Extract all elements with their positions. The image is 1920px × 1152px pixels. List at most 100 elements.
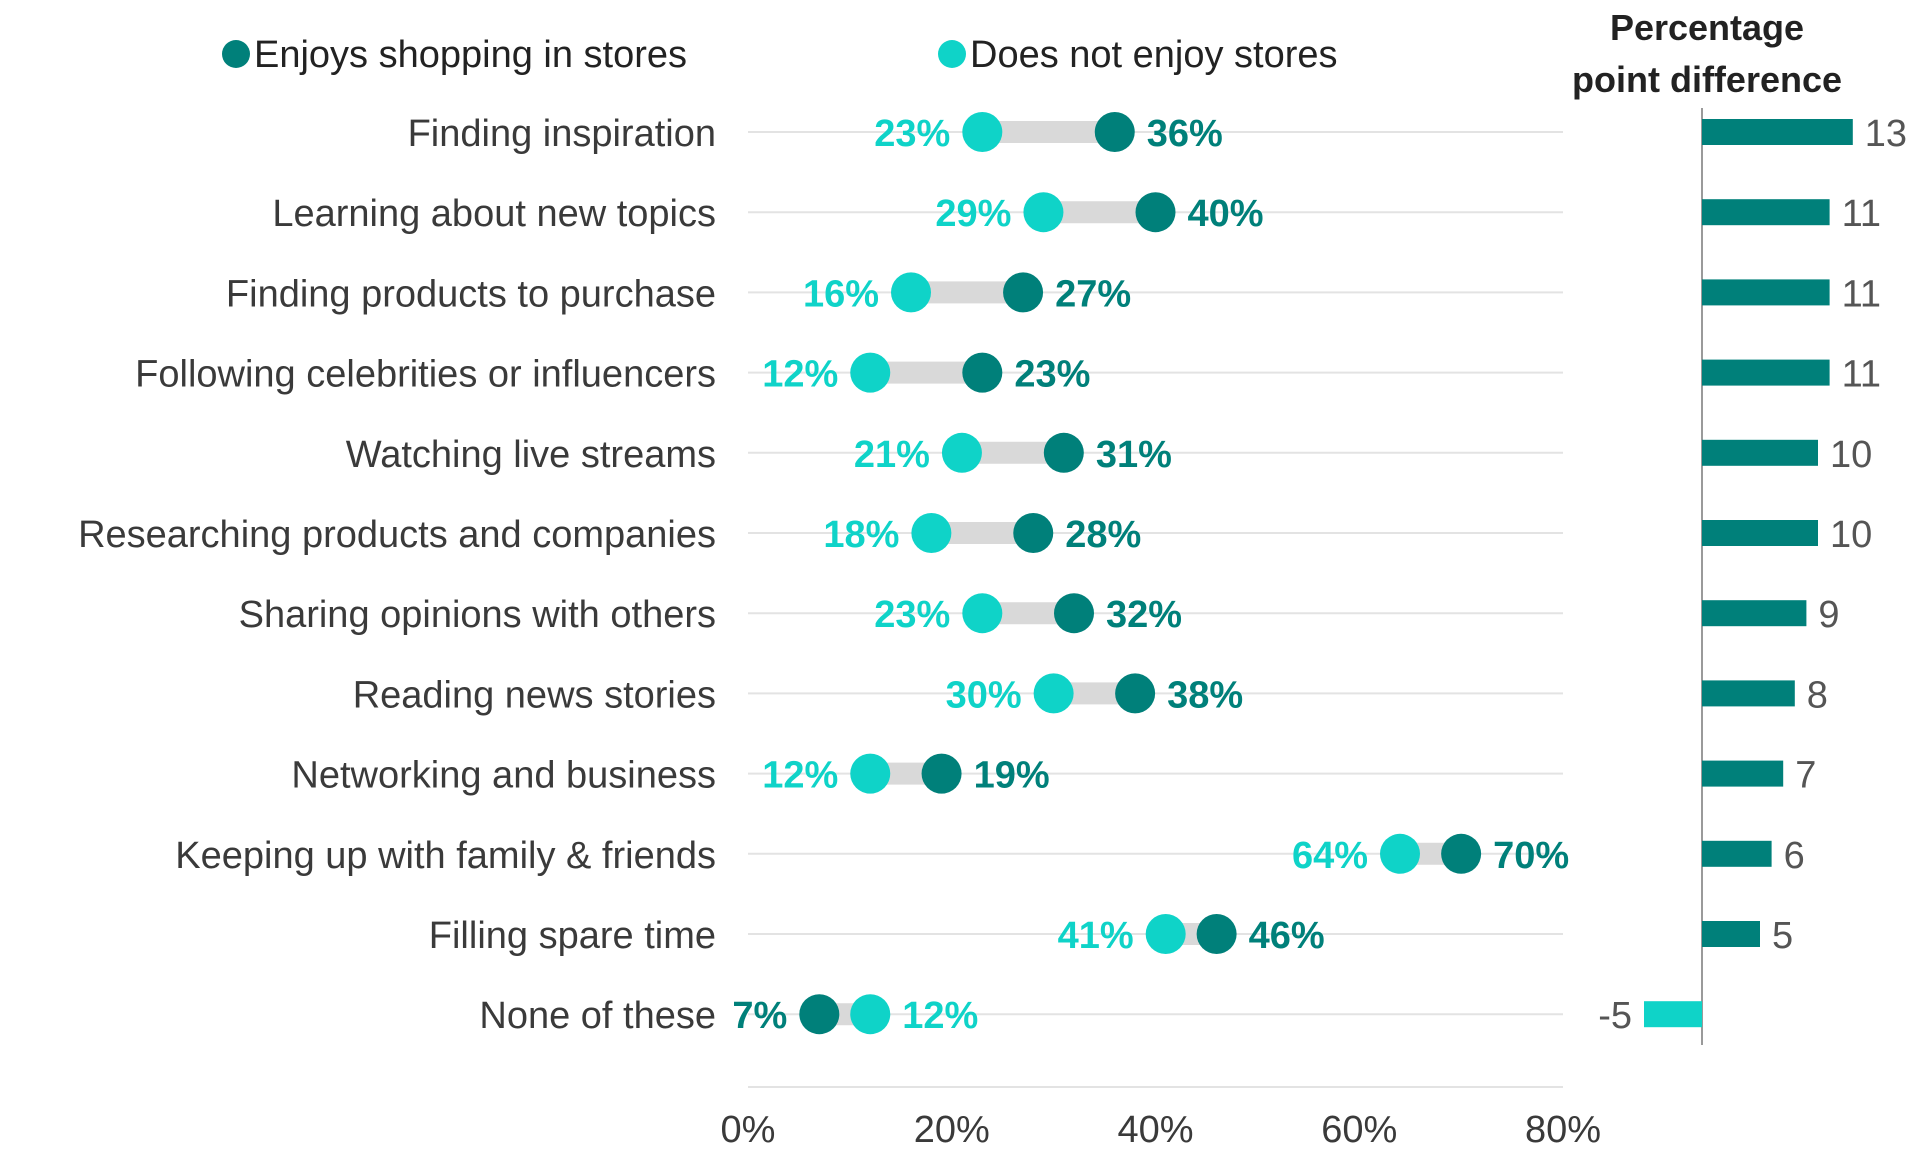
dot-not-enjoy: [850, 352, 891, 393]
row-1: Learning about new topics 29% 40%: [272, 192, 1264, 235]
row-6: Sharing opinions with others 23% 32%: [239, 593, 1182, 636]
value-label-enjoys: 28%: [1065, 514, 1141, 556]
row-9: Keeping up with family & friends 64% 70%: [175, 833, 1569, 877]
value-label-not-enjoy: 21%: [854, 434, 930, 476]
dot-not-enjoy: [962, 593, 1003, 634]
difference-bar: [1702, 840, 1772, 867]
dot-not-enjoy: [941, 432, 982, 473]
value-label-enjoys: 31%: [1096, 434, 1172, 476]
dot-enjoys: [1054, 593, 1094, 634]
dot-enjoys: [1196, 914, 1237, 954]
x-tick-label: 0%: [721, 1109, 776, 1151]
category-label: Filling spare time: [429, 915, 716, 957]
value-label-enjoys: 27%: [1055, 273, 1131, 315]
difference-bar: [1702, 520, 1818, 546]
value-label-not-enjoy: 23%: [874, 594, 950, 636]
category-label: Networking and business: [291, 755, 716, 797]
difference-panel: Percentage point difference 13 11 11 11 10 10 9 8…: [1572, 7, 1907, 1045]
difference-value-label: 10: [1830, 514, 1872, 556]
value-label-enjoys: 38%: [1167, 674, 1243, 716]
value-label-enjoys: 46%: [1249, 915, 1325, 957]
difference-bar: [1644, 1001, 1702, 1028]
value-label-not-enjoy: 12%: [762, 755, 838, 797]
value-label-enjoys: 70%: [1493, 835, 1569, 877]
chart-rows: Finding inspiration 23% 36% Learning about …: [78, 112, 1569, 1037]
dot-enjoys: [799, 994, 840, 1035]
dot-not-enjoy: [1023, 192, 1064, 233]
value-label-enjoys: 19%: [974, 755, 1050, 797]
legend-label: Does not enjoy stores: [970, 34, 1338, 76]
difference-title: Percentage: [1610, 7, 1804, 48]
category-label: None of these: [479, 995, 716, 1037]
value-label-enjoys: 40%: [1188, 193, 1264, 235]
legend-label: Enjoys shopping in stores: [254, 34, 687, 76]
category-label: Sharing opinions with others: [239, 594, 716, 636]
dot-enjoys: [962, 352, 1003, 393]
difference-value-label: 11: [1842, 273, 1881, 315]
x-tick-label: 60%: [1321, 1109, 1397, 1151]
dot-enjoys: [921, 753, 962, 794]
category-label: Finding products to purchase: [226, 273, 716, 315]
dot-enjoys: [1094, 112, 1135, 152]
value-label-not-enjoy: 16%: [803, 273, 879, 315]
dot-not-enjoy: [891, 272, 931, 313]
dot-not-enjoy: [850, 994, 891, 1035]
difference-title: point difference: [1572, 59, 1842, 100]
difference-value-label: 6: [1784, 835, 1805, 877]
dot-not-enjoy: [962, 112, 1003, 152]
dot-enjoys: [1115, 673, 1156, 714]
value-label-not-enjoy: 12%: [902, 995, 978, 1037]
difference-value-label: 10: [1830, 434, 1872, 476]
legend-marker-enjoys: [222, 40, 250, 68]
difference-bar: [1702, 199, 1830, 226]
row-4: Watching live streams 21% 31%: [346, 432, 1172, 476]
category-label: Finding inspiration: [408, 113, 716, 155]
value-label-not-enjoy: 12%: [762, 354, 838, 396]
dot-enjoys: [1135, 192, 1176, 233]
row-5: Researching products and companies 18% 28%: [78, 513, 1141, 556]
value-label-not-enjoy: 23%: [874, 113, 950, 155]
difference-bar: [1702, 600, 1807, 627]
difference-bar: [1702, 921, 1760, 947]
dot-not-enjoy: [911, 513, 952, 553]
dot-enjoys: [1013, 513, 1054, 553]
difference-bar: [1702, 680, 1795, 707]
difference-value-label: 7: [1795, 755, 1816, 797]
legend: Enjoys shopping in stores Does not enjoy …: [222, 34, 1338, 76]
value-label-not-enjoy: 18%: [823, 514, 899, 556]
value-label-enjoys: 36%: [1147, 113, 1223, 155]
value-label-not-enjoy: 64%: [1292, 835, 1368, 877]
value-label-enjoys: 32%: [1106, 594, 1182, 636]
difference-bar: [1702, 119, 1853, 145]
difference-value-label: 8: [1807, 674, 1828, 716]
legend-marker-not-enjoy: [938, 40, 966, 68]
row-0: Finding inspiration 23% 36%: [408, 112, 1223, 155]
difference-bar: [1702, 359, 1830, 386]
row-10: Filling spare time 41% 46%: [429, 914, 1325, 957]
value-label-enjoys: 23%: [1014, 354, 1090, 396]
value-label-not-enjoy: 29%: [935, 193, 1011, 235]
category-label: Keeping up with family & friends: [175, 835, 716, 877]
difference-bar: [1702, 760, 1784, 787]
value-label-not-enjoy: 41%: [1058, 915, 1134, 957]
difference-value-label: 13: [1865, 113, 1907, 155]
x-tick-label: 80%: [1525, 1109, 1601, 1151]
value-label-not-enjoy: 30%: [946, 674, 1022, 716]
difference-value-label: 5: [1772, 915, 1793, 957]
row-3: Following celebrities or influencers 12% 2…: [135, 352, 1090, 396]
dot-enjoys: [1441, 833, 1482, 874]
value-label-enjoys: 7%: [732, 995, 787, 1037]
dot-not-enjoy: [1033, 673, 1074, 714]
difference-value-label: 9: [1818, 594, 1839, 636]
x-tick-label: 40%: [1117, 1109, 1193, 1151]
dot-enjoys: [1003, 272, 1044, 313]
row-2: Finding products to purchase 16% 27%: [226, 272, 1131, 315]
x-tick-label: 20%: [914, 1109, 990, 1151]
category-label: Following celebrities or influencers: [135, 354, 716, 396]
category-label: Researching products and companies: [78, 514, 716, 556]
dot-enjoys: [1043, 432, 1084, 473]
row-8: Networking and business 12% 19%: [291, 753, 1050, 797]
category-label: Learning about new topics: [272, 193, 716, 235]
difference-value-label: -5: [1598, 995, 1632, 1037]
